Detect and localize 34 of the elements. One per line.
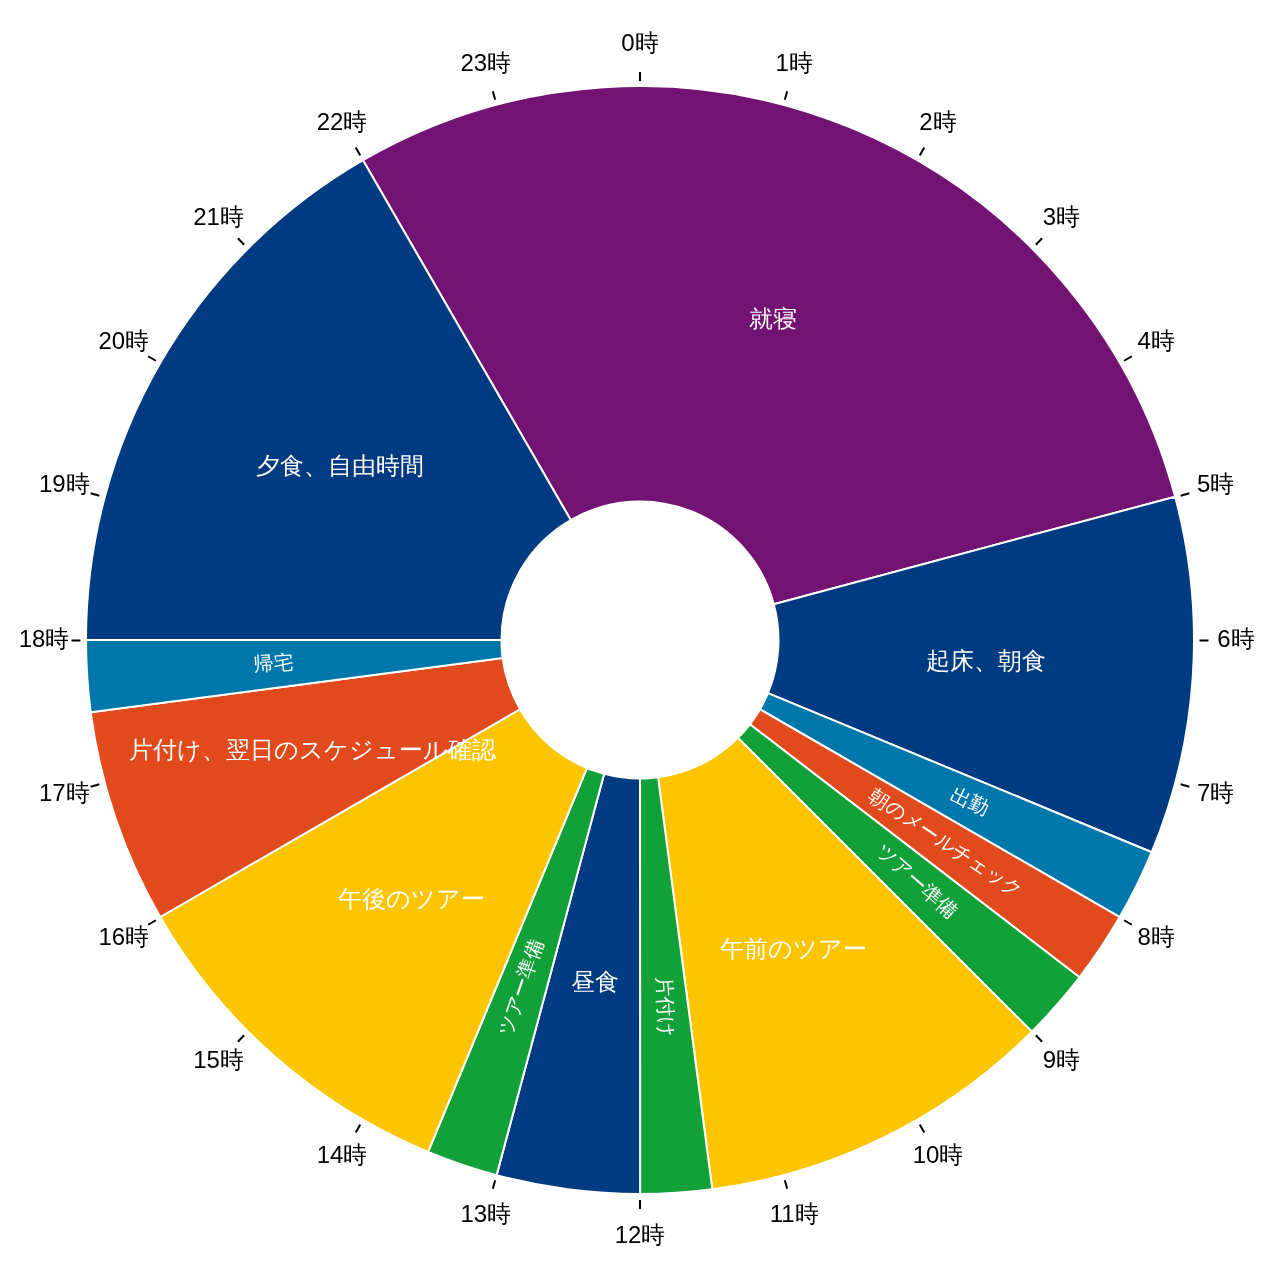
slice-label: 就寝 [748, 304, 797, 332]
text: 14時 [316, 1140, 368, 1168]
text: 19時 [38, 470, 90, 498]
slice-label: 午前のツアー [719, 935, 867, 963]
text: 9時 [1042, 1046, 1081, 1074]
text: 1時 [775, 48, 813, 76]
text: 11時 [769, 1200, 819, 1228]
text: 3時 [1042, 203, 1081, 231]
slice-label: 出勤 [946, 782, 993, 820]
text: 4時 [1137, 326, 1175, 354]
text: 16時 [98, 922, 150, 950]
slice-label: ツアー準備 [494, 936, 548, 1038]
slice-label: 起床、朝食 [925, 647, 1046, 675]
text: 6時 [1217, 624, 1255, 652]
text: 20時 [98, 326, 150, 354]
text: 12時 [614, 1220, 666, 1248]
text: 21時 [193, 203, 244, 231]
slice-label: 夕食、自由時間 [256, 451, 425, 479]
text: 15時 [193, 1046, 244, 1074]
slice-label: 昼食 [570, 967, 619, 995]
text: 23時 [460, 48, 512, 76]
text: 13時 [460, 1200, 512, 1228]
text: 7時 [1197, 778, 1235, 806]
text: 8時 [1137, 922, 1175, 950]
text: 0時 [621, 28, 659, 56]
text: 18時 [18, 624, 70, 652]
text: 2時 [919, 108, 957, 136]
text: 10時 [912, 1140, 964, 1168]
text: 5時 [1197, 470, 1235, 498]
slice-label: 午後のツアー [338, 884, 486, 912]
text: 22時 [316, 108, 368, 136]
slice-label: 片付け [652, 975, 679, 1037]
text: 17時 [38, 778, 90, 806]
slice-label: 帰宅 [252, 650, 295, 675]
